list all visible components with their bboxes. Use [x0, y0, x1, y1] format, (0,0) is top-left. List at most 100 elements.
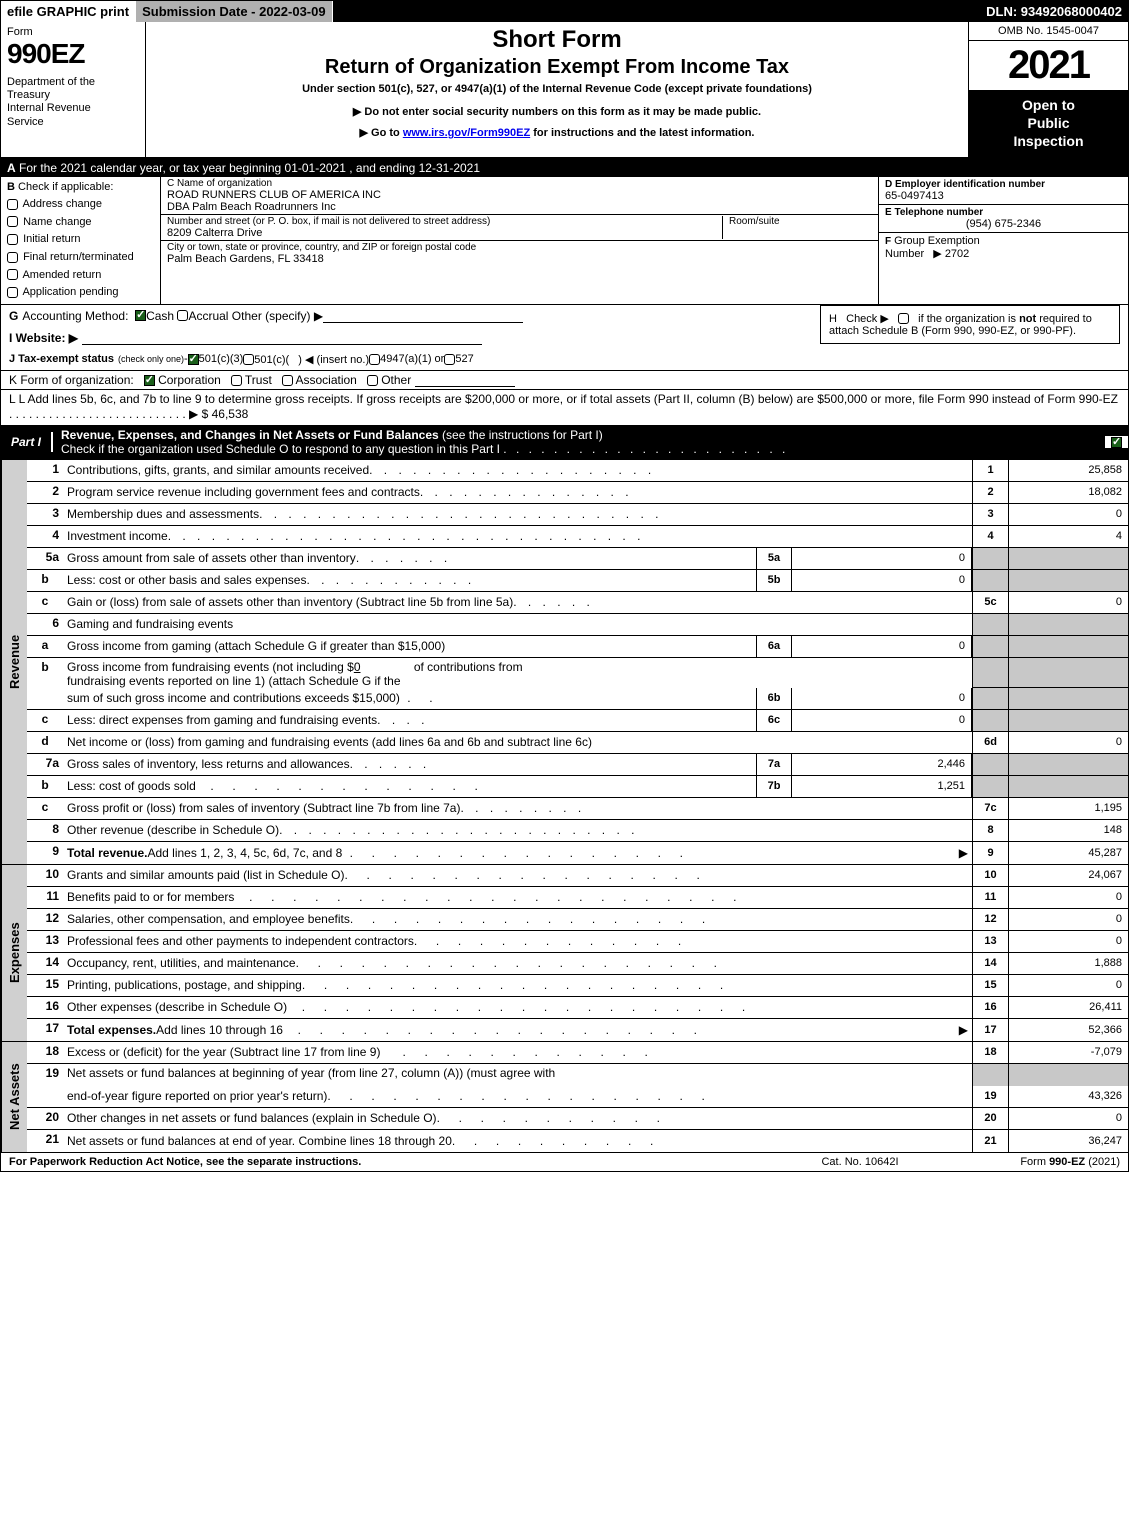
line5b-value: 0: [792, 570, 972, 591]
revenue-section: Revenue 1Contributions, gifts, grants, a…: [1, 459, 1128, 864]
checkbox-corp[interactable]: [144, 375, 155, 386]
checkbox-cash[interactable]: [135, 310, 146, 321]
form-container: efile GRAPHIC print Submission Date - 20…: [0, 0, 1129, 1172]
dln-number: DLN: 93492068000402: [980, 1, 1128, 22]
do-not-enter: ▶ Do not enter social security numbers o…: [154, 105, 960, 118]
part-1-title: Revenue, Expenses, and Changes in Net As…: [53, 425, 1105, 459]
cat-no: Cat. No. 10642I: [760, 1156, 960, 1168]
checkbox-assoc[interactable]: [282, 375, 293, 386]
paperwork-notice: For Paperwork Reduction Act Notice, see …: [9, 1156, 760, 1168]
efile-label[interactable]: efile GRAPHIC print: [1, 1, 136, 22]
line7a-value: 2,446: [792, 754, 972, 775]
expenses-section: Expenses 10Grants and similar amounts pa…: [1, 864, 1128, 1041]
line11-value: 0: [1008, 887, 1128, 908]
checkbox-initial-return[interactable]: [7, 234, 18, 245]
line14-value: 1,888: [1008, 953, 1128, 974]
checkbox-address-change[interactable]: [7, 199, 18, 210]
line9-value: 45,287: [1008, 842, 1128, 864]
topbar: efile GRAPHIC print Submission Date - 20…: [1, 1, 1128, 22]
under-section: Under section 501(c), 527, or 4947(a)(1)…: [154, 83, 960, 95]
short-form-title: Short Form: [154, 26, 960, 54]
h-box: H Check ▶ if the organization is not req…: [820, 305, 1120, 344]
section-bcdef: B Check if applicable: Address change Na…: [1, 177, 1128, 305]
line6b-value: 0: [792, 688, 972, 709]
goto-line: ▶ Go to www.irs.gov/Form990EZ for instru…: [154, 126, 960, 139]
omb-number: OMB No. 1545-0047: [969, 22, 1128, 41]
checkbox-501c[interactable]: [243, 354, 254, 365]
line19-value: 43,326: [1008, 1086, 1128, 1107]
city-value: Palm Beach Gardens, FL 33418: [167, 253, 476, 265]
line3-value: 0: [1008, 504, 1128, 525]
org-name-1: ROAD RUNNERS CLUB OF AMERICA INC: [167, 189, 872, 201]
line6d-value: 0: [1008, 732, 1128, 753]
submission-date: Submission Date - 2022-03-09: [136, 1, 333, 22]
org-name-2: DBA Palm Beach Roadrunners Inc: [167, 201, 872, 213]
line20-value: 0: [1008, 1108, 1128, 1129]
checkbox-other-org[interactable]: [367, 375, 378, 386]
line1-value: 25,858: [1008, 460, 1128, 481]
form-ref: Form 990-EZ (2021): [960, 1156, 1120, 1168]
irs-link[interactable]: www.irs.gov/Form990EZ: [403, 127, 530, 139]
line4-value: 4: [1008, 526, 1128, 547]
checkbox-accrual[interactable]: [177, 310, 188, 321]
line12-value: 0: [1008, 909, 1128, 930]
net-assets-tab: Net Assets: [1, 1042, 27, 1152]
line2-value: 18,082: [1008, 482, 1128, 503]
row-a-tax-year: A A For the 2021 calendar year, or tax y…: [1, 159, 1128, 177]
net-assets-section: Net Assets 18Excess or (deficit) for the…: [1, 1041, 1128, 1152]
line6a-value: 0: [792, 636, 972, 657]
header-left: Form 990EZ Department of theTreasuryInte…: [1, 22, 146, 157]
row-k: K Form of organization: Corporation Trus…: [1, 370, 1128, 389]
line5a-value: 0: [792, 548, 972, 569]
checkbox-schedule-b[interactable]: [898, 313, 909, 324]
gross-receipts: ▶ $ 46,538: [189, 407, 248, 421]
line13-value: 0: [1008, 931, 1128, 952]
ein-value: 65-0497413: [885, 190, 1122, 202]
form-word: Form: [7, 26, 139, 38]
checkbox-4947[interactable]: [369, 354, 380, 365]
part-1-label: Part I: [1, 432, 53, 452]
expenses-tab: Expenses: [1, 865, 27, 1041]
footer: For Paperwork Reduction Act Notice, see …: [1, 1152, 1128, 1171]
row-gh: G Accounting Method: Cash Accrual Other …: [1, 305, 1128, 370]
addr-label: Number and street (or P. O. box, if mail…: [167, 216, 722, 227]
header-right: OMB No. 1545-0047 2021 Open toPublicInsp…: [968, 22, 1128, 157]
checkbox-final-return[interactable]: [7, 252, 18, 263]
form-number: 990EZ: [7, 38, 139, 70]
checkbox-527[interactable]: [444, 354, 455, 365]
checkbox-name-change[interactable]: [7, 216, 18, 227]
room-suite: Room/suite: [722, 216, 872, 239]
line15-value: 0: [1008, 975, 1128, 996]
department: Department of theTreasuryInternal Revenu…: [7, 76, 139, 129]
line7b-value: 1,251: [792, 776, 972, 797]
line17-value: 52,366: [1008, 1019, 1128, 1041]
checkbox-501c3[interactable]: [188, 354, 199, 365]
city-label: City or town, state or province, country…: [167, 242, 476, 253]
ein-label: D Employer identification number: [885, 179, 1122, 190]
line16-value: 26,411: [1008, 997, 1128, 1018]
return-title: Return of Organization Exempt From Incom…: [154, 56, 960, 79]
column-b: B Check if applicable: Address change Na…: [1, 177, 161, 304]
header-center: Short Form Return of Organization Exempt…: [146, 22, 968, 157]
checkbox-schedule-o[interactable]: [1111, 437, 1122, 448]
column-def: D Employer identification number 65-0497…: [878, 177, 1128, 304]
line21-value: 36,247: [1008, 1130, 1128, 1152]
line6c-value: 0: [792, 710, 972, 731]
tel-label: E Telephone number: [885, 207, 1122, 218]
checkbox-pending[interactable]: [7, 287, 18, 298]
checkbox-amended[interactable]: [7, 269, 18, 280]
form-header: Form 990EZ Department of theTreasuryInte…: [1, 22, 1128, 159]
revenue-tab: Revenue: [1, 460, 27, 864]
addr-value: 8209 Calterra Drive: [167, 227, 722, 239]
column-c: C Name of organization ROAD RUNNERS CLUB…: [161, 177, 878, 304]
group-exemption: 2702: [945, 248, 969, 260]
other-specify-blank[interactable]: [323, 309, 523, 323]
tax-year: 2021: [969, 41, 1128, 90]
row-l: L L Add lines 5b, 6c, and 7b to line 9 t…: [1, 389, 1128, 425]
website-blank[interactable]: [82, 331, 482, 345]
checkbox-trust[interactable]: [231, 375, 242, 386]
line18-value: -7,079: [1008, 1042, 1128, 1063]
line8-value: 148: [1008, 820, 1128, 841]
part-1-header: Part I Revenue, Expenses, and Changes in…: [1, 425, 1128, 459]
line5c-value: 0: [1008, 592, 1128, 613]
